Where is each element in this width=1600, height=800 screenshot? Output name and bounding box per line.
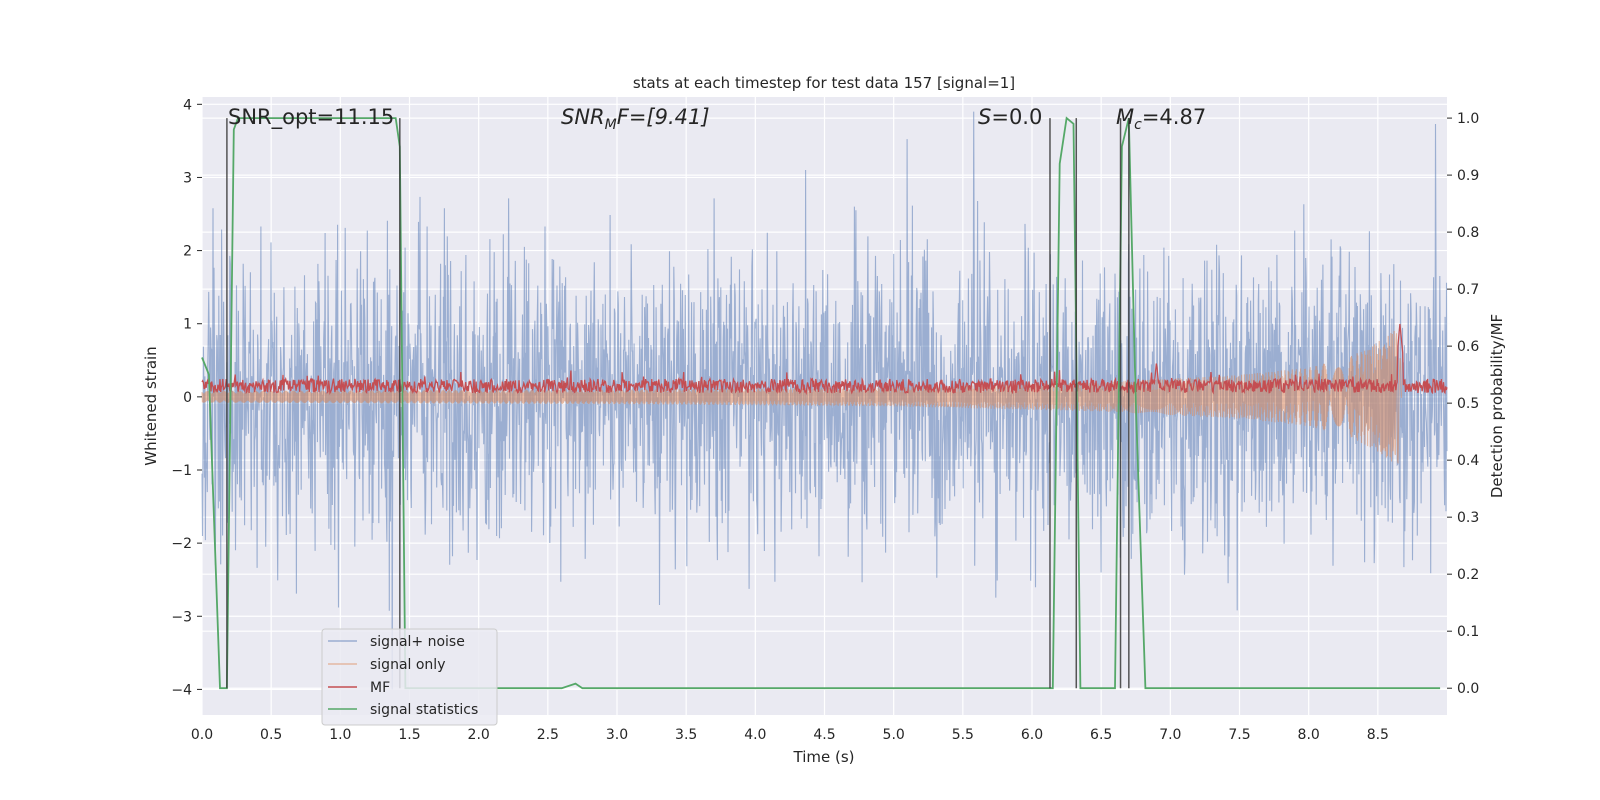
y2-axis-label: Detection probability/MF	[1488, 314, 1506, 498]
y-tick-label: −3	[171, 609, 192, 625]
s-prefix: S	[978, 105, 991, 129]
annotation-mc: Mc=4.87	[1116, 105, 1206, 133]
y2-tick-label: 0.1	[1457, 624, 1479, 640]
legend: signal+ noise signal only MF signal stat…	[321, 628, 498, 726]
x-tick-label: 7.0	[1159, 727, 1181, 743]
mc-suffix: =4.87	[1142, 105, 1206, 129]
x-tick-label: 5.0	[883, 727, 905, 743]
x-tick-label: 6.5	[1090, 727, 1112, 743]
y-ticks: 4 3 2 1 0 −1 −2 −3 −4	[171, 97, 202, 698]
y-tick-label: −1	[171, 463, 192, 479]
y2-ticks: 1.0 0.9 0.8 0.7 0.6 0.5 0.4 0.3 0.2 0.1 0.0	[1447, 111, 1479, 697]
x-tick-label: 3.0	[606, 727, 628, 743]
x-ticks: 0.0 0.5 1.0 1.5 2.0 2.5 3.0 3.5 4.0 4.5 5.0 5.5 6.0 6…	[191, 727, 1389, 743]
annotation-snr-opt: SNR_opt=11.15	[228, 105, 394, 130]
legend-box	[321, 628, 498, 726]
x-tick-label: 3.5	[675, 727, 697, 743]
series-mf	[201, 323, 1448, 396]
x-tick-label: 0.0	[191, 727, 213, 743]
series-layer	[201, 111, 1448, 690]
y-tick-label: −2	[171, 536, 192, 552]
y2-tick-label: 0.6	[1457, 339, 1479, 355]
x-axis-label: Time (s)	[793, 748, 855, 766]
snr-mf-prefix: SNR	[561, 105, 605, 129]
y2-tick-label: 0.0	[1457, 681, 1479, 697]
y-tick-label: −4	[171, 682, 192, 698]
y2-tick-label: 0.5	[1457, 396, 1479, 412]
x-tick-label: 2.0	[468, 727, 490, 743]
legend-label-mf: MF	[370, 680, 390, 696]
x-tick-label: 8.5	[1367, 727, 1389, 743]
y-tick-label: 0	[183, 390, 192, 406]
y-tick-label: 2	[183, 244, 192, 260]
x-tick-label: 6.0	[1021, 727, 1043, 743]
annotation-snr-mf: SNRMF=[9.41]	[561, 105, 710, 133]
y2-tick-label: 1.0	[1457, 111, 1479, 127]
x-tick-label: 4.5	[813, 727, 835, 743]
legend-label-signal-noise: signal+ noise	[370, 634, 465, 650]
legend-label-signal-statistics: signal statistics	[370, 702, 478, 718]
y2-tick-label: 0.4	[1457, 453, 1479, 469]
annotation-s: S=0.0	[978, 105, 1042, 129]
s-suffix: =0.0	[991, 105, 1042, 129]
x-tick-label: 4.0	[744, 727, 766, 743]
x-tick-label: 2.5	[537, 727, 559, 743]
series-signal-statistics	[201, 116, 1441, 690]
vertical-markers	[226, 118, 1130, 689]
snr-mf-sub: M	[605, 117, 617, 133]
legend-label-signal-only: signal only	[370, 657, 445, 673]
series-signal-noise	[201, 111, 1448, 690]
mc-prefix: M	[1116, 105, 1134, 129]
x-tick-label: 0.5	[260, 727, 282, 743]
y2-tick-label: 0.8	[1457, 225, 1479, 241]
y-tick-label: 1	[183, 317, 192, 333]
x-tick-label: 8.0	[1298, 727, 1320, 743]
y2-tick-label: 0.3	[1457, 510, 1479, 526]
x-tick-label: 5.5	[952, 727, 974, 743]
snr-mf-suffix: F=[9.41]	[617, 105, 710, 129]
x-tick-label: 7.5	[1228, 727, 1250, 743]
y-tick-label: 4	[183, 97, 192, 113]
chart-title: stats at each timestep for test data 157…	[633, 74, 1015, 92]
x-tick-label: 1.5	[398, 727, 420, 743]
y2-tick-label: 0.9	[1457, 168, 1479, 184]
y2-tick-label: 0.2	[1457, 567, 1479, 583]
x-tick-label: 1.0	[329, 727, 351, 743]
y-axis-label: Whitened strain	[142, 346, 160, 465]
mc-sub: c	[1134, 117, 1142, 133]
y-tick-label: 3	[183, 170, 192, 186]
y2-tick-label: 0.7	[1457, 282, 1479, 298]
